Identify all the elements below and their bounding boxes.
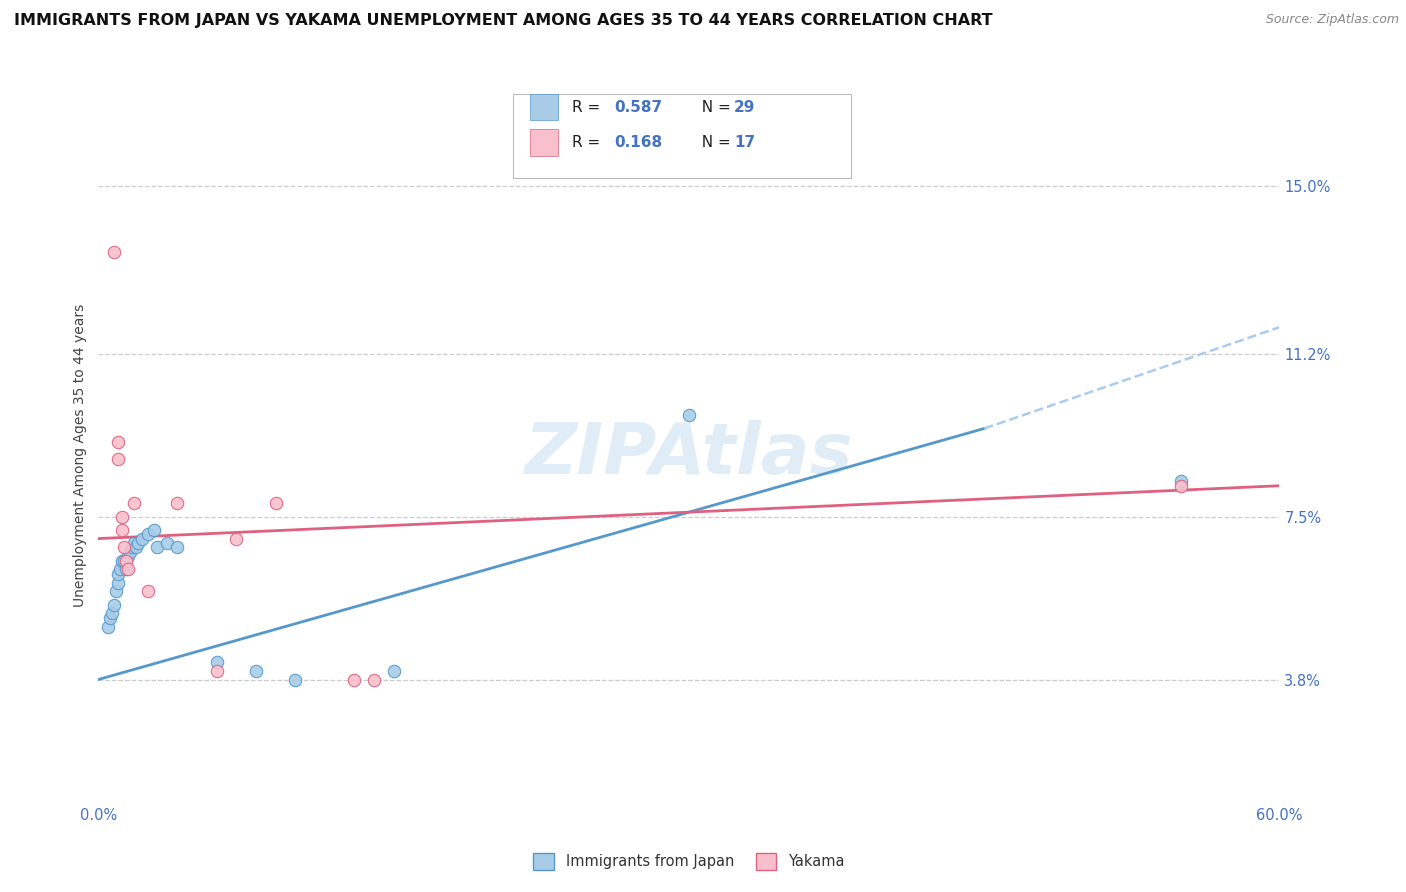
Point	[115, 562, 138, 576]
Text: 0.587: 0.587	[614, 100, 662, 114]
Point	[166, 496, 188, 510]
Text: R =: R =	[572, 100, 606, 114]
Text: 0.168: 0.168	[614, 136, 662, 150]
Point	[225, 532, 247, 546]
Point	[125, 541, 148, 555]
Point	[142, 523, 165, 537]
Text: ZIPAtlas: ZIPAtlas	[524, 420, 853, 490]
Point	[264, 496, 287, 510]
Point	[284, 673, 307, 687]
Point	[97, 620, 120, 634]
Point	[121, 541, 143, 555]
Point	[122, 536, 145, 550]
Point	[107, 575, 129, 590]
Point	[1170, 475, 1192, 489]
Text: 17: 17	[734, 136, 755, 150]
Point	[136, 527, 159, 541]
Point	[107, 452, 129, 467]
Text: 29: 29	[734, 100, 755, 114]
Point	[103, 598, 125, 612]
Point	[363, 673, 385, 687]
Y-axis label: Unemployment Among Ages 35 to 44 years: Unemployment Among Ages 35 to 44 years	[73, 303, 87, 607]
Point	[205, 664, 228, 678]
Text: R =: R =	[572, 136, 610, 150]
Text: N =: N =	[692, 100, 735, 114]
Point	[115, 553, 138, 567]
Text: Source: ZipAtlas.com: Source: ZipAtlas.com	[1265, 13, 1399, 27]
Point	[111, 523, 134, 537]
Point	[1170, 479, 1192, 493]
Point	[101, 607, 124, 621]
Point	[136, 584, 159, 599]
Point	[117, 549, 139, 564]
Point	[112, 553, 135, 567]
Point	[122, 496, 145, 510]
Point	[111, 509, 134, 524]
Point	[98, 611, 121, 625]
Point	[107, 566, 129, 581]
Point	[131, 532, 153, 546]
Text: N =: N =	[692, 136, 735, 150]
Point	[105, 584, 128, 599]
Point	[382, 664, 405, 678]
Point	[107, 434, 129, 449]
Point	[111, 553, 134, 567]
Point	[108, 562, 131, 576]
Point	[127, 536, 149, 550]
Point	[146, 541, 169, 555]
Point	[245, 664, 267, 678]
Point	[156, 536, 179, 550]
Point	[103, 245, 125, 260]
Point	[118, 545, 141, 559]
Point	[112, 541, 135, 555]
Point	[117, 562, 139, 576]
Legend: Immigrants from Japan, Yakama: Immigrants from Japan, Yakama	[527, 847, 851, 876]
Point	[343, 673, 366, 687]
Point	[166, 541, 188, 555]
Point	[205, 655, 228, 669]
Point	[678, 409, 700, 423]
Text: IMMIGRANTS FROM JAPAN VS YAKAMA UNEMPLOYMENT AMONG AGES 35 TO 44 YEARS CORRELATI: IMMIGRANTS FROM JAPAN VS YAKAMA UNEMPLOY…	[14, 13, 993, 29]
